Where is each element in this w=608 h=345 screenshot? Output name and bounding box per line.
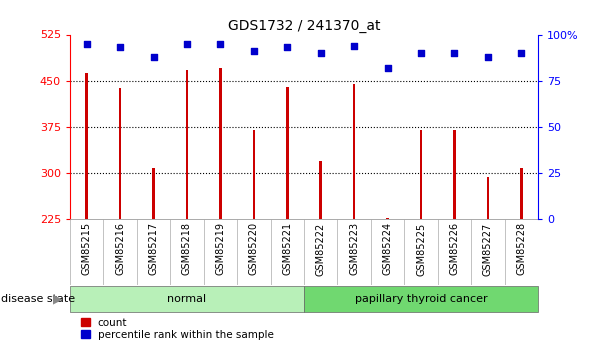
FancyBboxPatch shape — [304, 286, 538, 313]
Point — [148, 54, 158, 59]
Bar — [185, 70, 188, 219]
Bar — [453, 130, 456, 219]
Point — [483, 54, 493, 59]
Point — [115, 45, 125, 50]
Point — [349, 43, 359, 48]
Text: GSM85223: GSM85223 — [349, 222, 359, 275]
Point — [383, 65, 393, 70]
Bar — [386, 218, 389, 219]
Bar — [353, 84, 356, 219]
Text: GSM85222: GSM85222 — [316, 222, 326, 276]
Bar — [520, 168, 523, 219]
Point — [316, 50, 326, 56]
Point — [249, 48, 259, 54]
Text: GSM85215: GSM85215 — [81, 222, 92, 275]
Text: GSM85226: GSM85226 — [449, 222, 460, 275]
Text: GSM85220: GSM85220 — [249, 222, 259, 275]
Title: GDS1732 / 241370_at: GDS1732 / 241370_at — [228, 19, 380, 33]
Text: disease state: disease state — [1, 294, 75, 304]
Bar — [85, 73, 88, 219]
Text: GSM85228: GSM85228 — [516, 222, 527, 275]
Text: GSM85218: GSM85218 — [182, 222, 192, 275]
Text: normal: normal — [167, 294, 207, 304]
Bar — [119, 88, 122, 219]
Text: GSM85227: GSM85227 — [483, 222, 493, 276]
Text: GSM85217: GSM85217 — [148, 222, 159, 275]
Bar — [152, 168, 155, 219]
Bar — [486, 177, 489, 219]
Bar — [420, 130, 423, 219]
Text: GSM85219: GSM85219 — [215, 222, 226, 275]
Point — [282, 45, 292, 50]
FancyBboxPatch shape — [70, 286, 304, 313]
Bar — [219, 68, 222, 219]
Point — [517, 50, 527, 56]
Text: GSM85216: GSM85216 — [115, 222, 125, 275]
Bar — [319, 161, 322, 219]
Text: GSM85224: GSM85224 — [382, 222, 393, 275]
Bar — [286, 87, 289, 219]
Point — [81, 41, 91, 47]
Text: GSM85221: GSM85221 — [282, 222, 292, 275]
Bar — [252, 130, 255, 219]
Point — [416, 50, 426, 56]
Legend: count, percentile rank within the sample: count, percentile rank within the sample — [81, 318, 274, 340]
Point — [215, 41, 225, 47]
Point — [182, 41, 192, 47]
Point — [449, 50, 460, 56]
Text: papillary thyroid cancer: papillary thyroid cancer — [354, 294, 488, 304]
Text: ▶: ▶ — [53, 293, 63, 306]
Text: GSM85225: GSM85225 — [416, 222, 426, 276]
